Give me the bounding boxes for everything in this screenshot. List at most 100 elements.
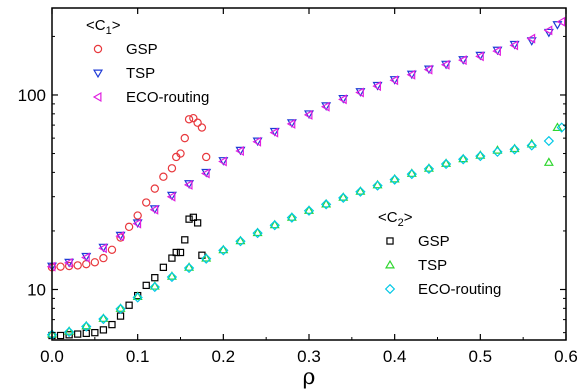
legend-marker [386, 237, 394, 245]
data-point [509, 40, 520, 50]
data-point [269, 220, 280, 231]
data-point [189, 113, 198, 123]
data-point [166, 191, 176, 202]
data-point [115, 303, 126, 315]
data-point [197, 123, 207, 132]
data-point [355, 88, 366, 97]
data-point [492, 46, 501, 57]
data-point [132, 291, 143, 301]
data-point [56, 331, 65, 340]
data-point [389, 173, 400, 183]
data-point [167, 164, 177, 173]
data-point [166, 271, 177, 280]
data-point [235, 146, 244, 157]
data-point [389, 76, 400, 85]
data-point [81, 252, 90, 263]
data-point [423, 163, 434, 172]
data-point [235, 146, 246, 156]
data-point [99, 253, 108, 263]
data-point [115, 231, 125, 242]
data-point [132, 292, 143, 303]
data-point [338, 192, 349, 203]
data-point [406, 168, 417, 180]
legend-2: <C2> GSP TSP ECO-routing [378, 209, 501, 298]
data-point [406, 69, 416, 80]
data-point [201, 168, 210, 179]
data-point [81, 320, 92, 330]
data-point [355, 186, 366, 197]
series-C2-ECO-routing [46, 122, 567, 340]
data-point [132, 219, 143, 229]
data-point [440, 59, 450, 70]
legends: <C1> GSP TSP ECO-routing <C2> GSP TSP ECO-routi… [86, 17, 501, 298]
data-point [320, 199, 332, 210]
data-point [193, 219, 202, 227]
data-point [458, 55, 467, 66]
data-point [183, 262, 195, 274]
legend-label: TSP [126, 65, 155, 82]
data-point [526, 140, 537, 151]
data-point [441, 158, 452, 167]
x-tick-label: 0.5 [469, 347, 493, 366]
data-point [303, 109, 313, 120]
data-point [218, 244, 229, 254]
data-point [552, 122, 563, 132]
data-point [235, 236, 246, 247]
legend-marker [384, 259, 396, 269]
data-point [149, 281, 160, 293]
data-point [189, 213, 198, 221]
legend-label: GSP [126, 41, 158, 58]
data-point [176, 149, 185, 158]
data-point [149, 204, 159, 215]
data-point [98, 313, 109, 325]
data-point [355, 186, 366, 195]
data-point [56, 262, 65, 271]
data-point [201, 253, 212, 264]
data-point [150, 184, 159, 193]
series-C1-ECO-routing [46, 16, 566, 272]
data-point [509, 143, 520, 153]
legend-label: ECO-routing [126, 89, 209, 106]
data-point [98, 243, 107, 254]
data-point [64, 258, 75, 268]
data-point [166, 271, 178, 283]
data-point [269, 127, 279, 138]
data-point [172, 248, 180, 257]
data-point [458, 153, 469, 163]
data-point [526, 37, 537, 46]
legend-marker [92, 69, 104, 79]
x-tick-label: 0.1 [126, 347, 150, 366]
x-tick-label: 0.3 [297, 347, 321, 366]
data-point [543, 25, 553, 36]
data-point [184, 115, 194, 124]
data-point [372, 179, 383, 189]
legend-marker [92, 91, 102, 103]
data-point [475, 51, 484, 62]
data-point [286, 118, 296, 129]
data-point [372, 81, 382, 92]
data-point [509, 40, 519, 51]
x-axis-label: ρ [303, 365, 316, 390]
data-point [63, 257, 73, 268]
data-point [133, 211, 142, 220]
data-point [115, 231, 126, 241]
data-point [372, 81, 383, 91]
data-point [526, 33, 536, 44]
y-tick-label: 10 [27, 280, 46, 299]
data-point [303, 205, 315, 216]
data-point [509, 144, 520, 155]
data-point [74, 330, 82, 338]
data-point [423, 163, 435, 175]
data-marks [46, 16, 567, 340]
data-point [252, 227, 263, 239]
data-point [543, 157, 554, 166]
data-point [458, 154, 469, 165]
data-point [475, 150, 486, 162]
x-tick-label: 0.6 [554, 347, 578, 366]
data-point [321, 102, 332, 111]
data-point [320, 101, 330, 112]
data-point [441, 60, 452, 70]
data-point [252, 227, 263, 237]
data-point [184, 262, 195, 271]
data-point [181, 236, 189, 244]
